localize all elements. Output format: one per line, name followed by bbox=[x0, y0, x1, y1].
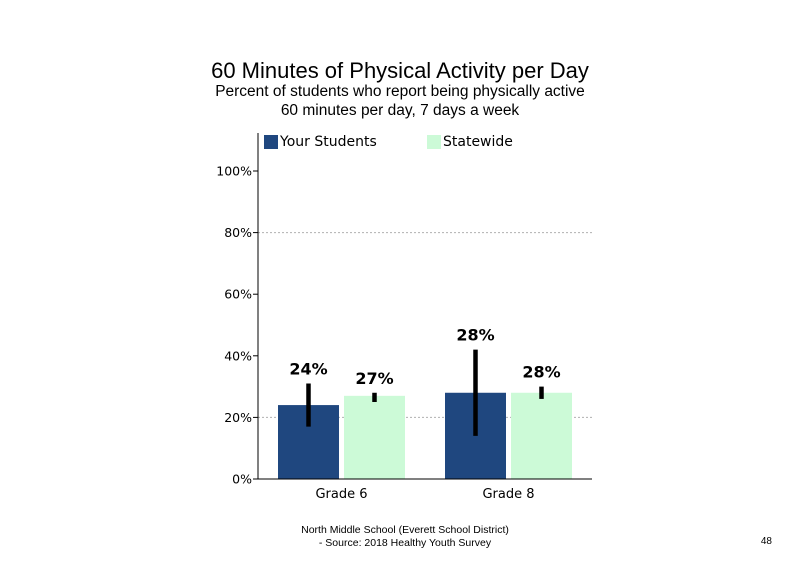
footer-source-line: - Source: 2018 Healthy Youth Survey bbox=[318, 537, 492, 549]
legend-label-your-students: Your Students bbox=[280, 134, 377, 150]
bar-statewide-2 bbox=[511, 392, 572, 479]
bar-statewide-1 bbox=[344, 395, 405, 479]
chart-subtitle-line-2: 60 minutes per day, 7 days a week bbox=[280, 102, 520, 119]
chart-title: 60 Minutes of Physical Activity per Day bbox=[211, 58, 589, 83]
legend-swatch-your-students bbox=[264, 135, 278, 149]
y-tick-label-0: 0% bbox=[232, 472, 252, 487]
x-category-label-2: Grade 8 bbox=[482, 487, 534, 502]
footer-source: North Middle School (Everett School Dist… bbox=[235, 524, 575, 550]
data-label-statewide-1: 27% bbox=[355, 369, 393, 388]
chart-subtitle-line-1: Percent of students who report being phy… bbox=[215, 83, 585, 100]
data-label-statewide-2: 28% bbox=[522, 363, 560, 382]
x-category-label-1: Grade 6 bbox=[315, 487, 367, 502]
y-tick-label-20: 20% bbox=[224, 410, 252, 425]
page-number: 48 bbox=[760, 536, 772, 547]
footer-school: North Middle School (Everett School Dist… bbox=[301, 524, 509, 536]
legend-swatch-statewide bbox=[427, 135, 441, 149]
legend-item-your-students: Your Students bbox=[264, 133, 377, 151]
y-tick-label-60: 60% bbox=[224, 287, 252, 302]
y-tick-label-80: 80% bbox=[224, 225, 252, 240]
legend-item-statewide: Statewide bbox=[427, 133, 513, 151]
legend-label-statewide: Statewide bbox=[443, 134, 513, 150]
data-label-your-students-2: 28% bbox=[456, 326, 494, 345]
data-label-your-students-1: 24% bbox=[289, 360, 327, 379]
y-tick-label-40: 40% bbox=[224, 348, 252, 363]
y-tick-label-100: 100% bbox=[216, 164, 252, 179]
